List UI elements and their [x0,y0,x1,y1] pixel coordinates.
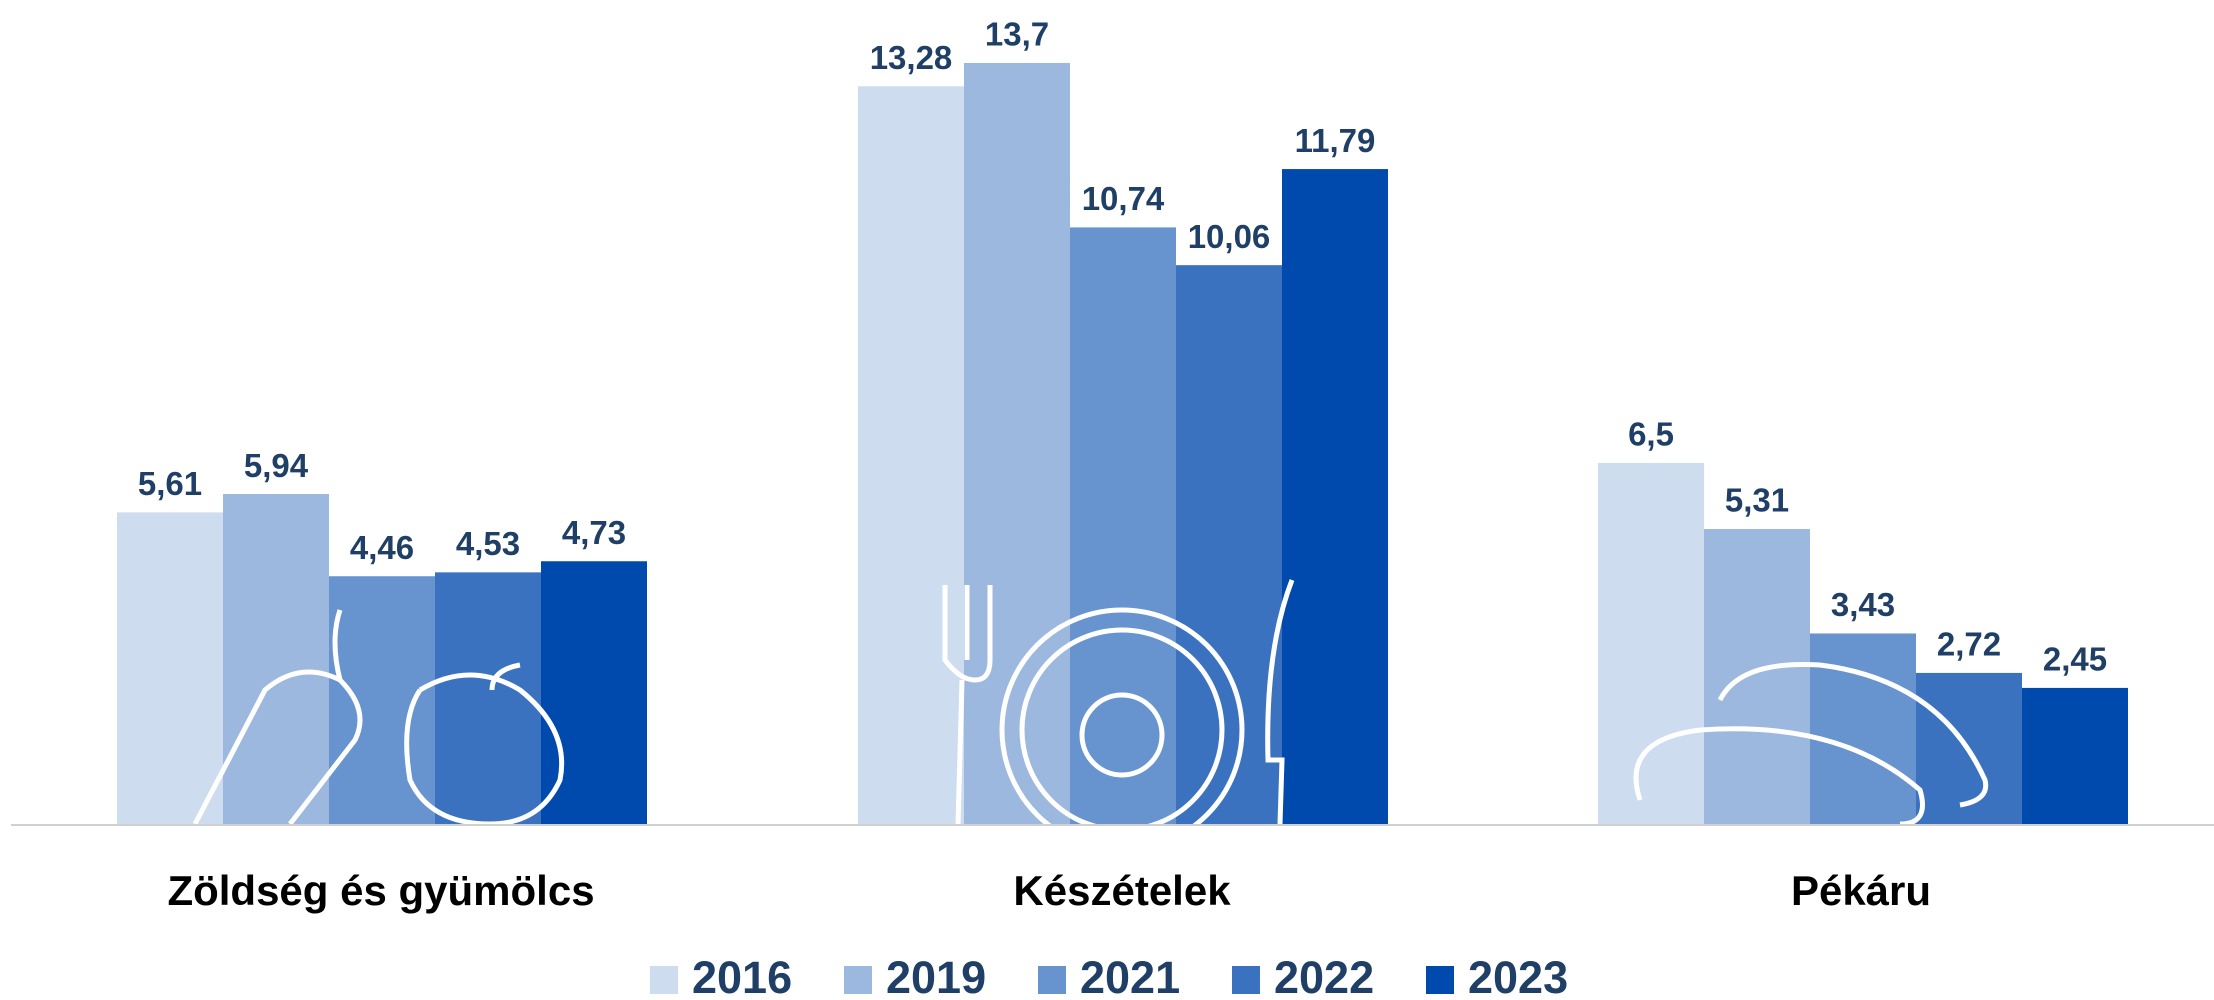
legend-label: 2023 [1468,952,1568,1000]
value-label: 2,45 [2043,641,2107,678]
value-label: 5,61 [138,465,202,502]
value-label: 13,28 [870,39,953,76]
bar [858,86,964,824]
bar [435,572,541,824]
legend-label: 2019 [886,952,986,1000]
category-label: Zöldség és gyümölcs [167,867,594,914]
value-label: 10,74 [1082,180,1165,217]
category-label: Pékáru [1791,867,1931,914]
legend-label: 2016 [692,952,792,1000]
legend-label: 2021 [1080,952,1180,1000]
bar [329,576,435,824]
legend-swatch [650,966,678,994]
legend-swatch [1426,966,1454,994]
chart: 5,61 13,28 6,5 5,94 13,7 5,31 4,46 10,74 3,43 4,5… [0,0,2214,1000]
bars [117,63,2128,824]
bar [964,63,1070,824]
bar [2022,688,2128,824]
value-label: 4,46 [350,529,414,566]
value-label: 5,31 [1725,482,1789,519]
legend-label: 2022 [1274,952,1374,1000]
value-label: 10,06 [1188,218,1271,255]
legend-swatch [1232,966,1260,994]
bar [1598,463,1704,824]
legend-swatch [1038,966,1066,994]
value-label: 2,72 [1937,626,2001,663]
bar [1810,633,1916,824]
bar [1704,529,1810,824]
bar [117,512,223,824]
bar [223,494,329,824]
value-label: 3,43 [1831,586,1895,623]
value-label: 6,5 [1628,416,1674,453]
category-label: Készételek [1013,867,1231,914]
value-label: 11,79 [1295,122,1376,159]
value-label: 5,94 [244,447,309,484]
value-label: 13,7 [985,16,1049,53]
bar [1282,169,1388,824]
legend-swatch [844,966,872,994]
value-label: 4,53 [456,525,520,562]
value-label: 4,73 [562,514,626,551]
